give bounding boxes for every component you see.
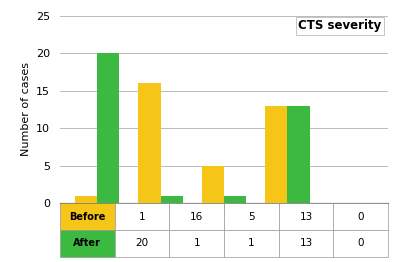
Text: 0: 0 (358, 238, 364, 248)
Bar (115, 230, 169, 257)
Bar (333, 203, 388, 230)
Bar (60, 230, 115, 257)
Text: 20: 20 (136, 238, 148, 248)
Bar (279, 230, 333, 257)
Text: 16: 16 (190, 212, 203, 222)
Bar (115, 203, 169, 230)
Text: 1: 1 (193, 238, 200, 248)
Text: 13: 13 (299, 238, 313, 248)
Text: 5: 5 (248, 212, 255, 222)
Bar (169, 203, 224, 230)
Text: CTS severity: CTS severity (298, 19, 382, 32)
Text: 1: 1 (139, 212, 145, 222)
Text: 0: 0 (358, 212, 364, 222)
Bar (97, 53, 119, 203)
Bar (169, 230, 224, 257)
Text: 13: 13 (299, 212, 313, 222)
Bar (333, 230, 388, 257)
Bar (224, 230, 279, 257)
Bar (75, 196, 97, 203)
Bar (138, 83, 160, 203)
Bar (279, 203, 333, 230)
Bar (224, 203, 279, 230)
Bar (265, 106, 288, 203)
Y-axis label: Number of cases: Number of cases (20, 62, 30, 156)
Text: Before: Before (69, 212, 106, 222)
Bar (224, 196, 246, 203)
Bar (202, 166, 224, 203)
Bar (288, 106, 310, 203)
Text: After: After (73, 238, 101, 248)
Text: 1: 1 (248, 238, 255, 248)
Bar (60, 203, 115, 230)
Bar (160, 196, 183, 203)
